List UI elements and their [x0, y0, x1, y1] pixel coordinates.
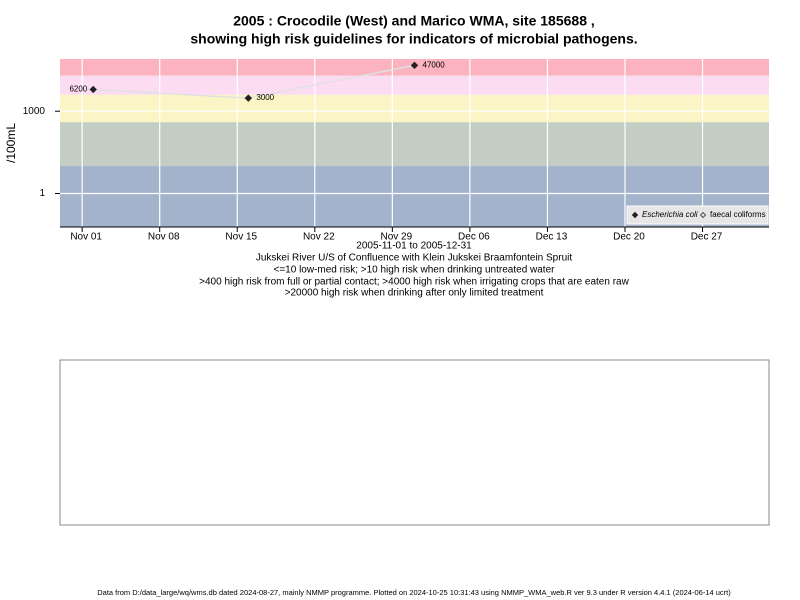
note: Jukskei River U/S of Confluence with Kle…: [256, 253, 572, 264]
legend-label: Escherichia coli: [642, 210, 698, 219]
x-tick-label: Nov 15: [225, 232, 257, 243]
x-tick-label: Nov 08: [148, 232, 180, 243]
note: <=10 low-med risk; >10 high risk when dr…: [274, 265, 556, 276]
data-label: 47000: [423, 60, 446, 69]
y-tick-label: 1: [39, 188, 45, 199]
risk-band: [60, 94, 769, 123]
x-tick-label: Nov 01: [70, 232, 102, 243]
data-point: [244, 94, 253, 102]
data-label: 6200: [69, 85, 87, 94]
chart-title: showing high risk guidelines for indicat…: [190, 31, 637, 47]
risk-band: [60, 122, 769, 167]
y-tick-label: 1000: [23, 106, 46, 117]
data-label: 3000: [256, 93, 274, 102]
note: >20000 high risk when drinking after onl…: [285, 288, 544, 299]
footer: Data from D:/data_large/wq/wms.db dated …: [97, 588, 731, 597]
data-point: [410, 61, 419, 70]
legend-marker: [699, 211, 707, 219]
data-point: [89, 85, 97, 94]
x-tick-label: Nov 29: [381, 232, 413, 243]
x-tick-label: Dec 27: [691, 232, 723, 243]
x-tick-label: Dec 20: [613, 232, 645, 243]
legend-box: [626, 205, 769, 225]
empty-panel: [59, 359, 770, 526]
x-tick-label: Dec 06: [458, 232, 490, 243]
note: >400 high risk from full or partial cont…: [199, 277, 629, 288]
x-tick-label: Nov 22: [303, 232, 335, 243]
risk-band: [60, 75, 769, 95]
chart-title: 2005 : Crocodile (West) and Marico WMA, …: [233, 13, 595, 29]
legend-marker: [631, 211, 639, 219]
x-tick-label: Dec 13: [536, 232, 568, 243]
legend-label: faecal coliforms: [710, 210, 766, 219]
x-axis-label: 2005-11-01 to 2005-12-31: [356, 241, 472, 252]
y-axis-label: /100mL: [4, 123, 18, 163]
